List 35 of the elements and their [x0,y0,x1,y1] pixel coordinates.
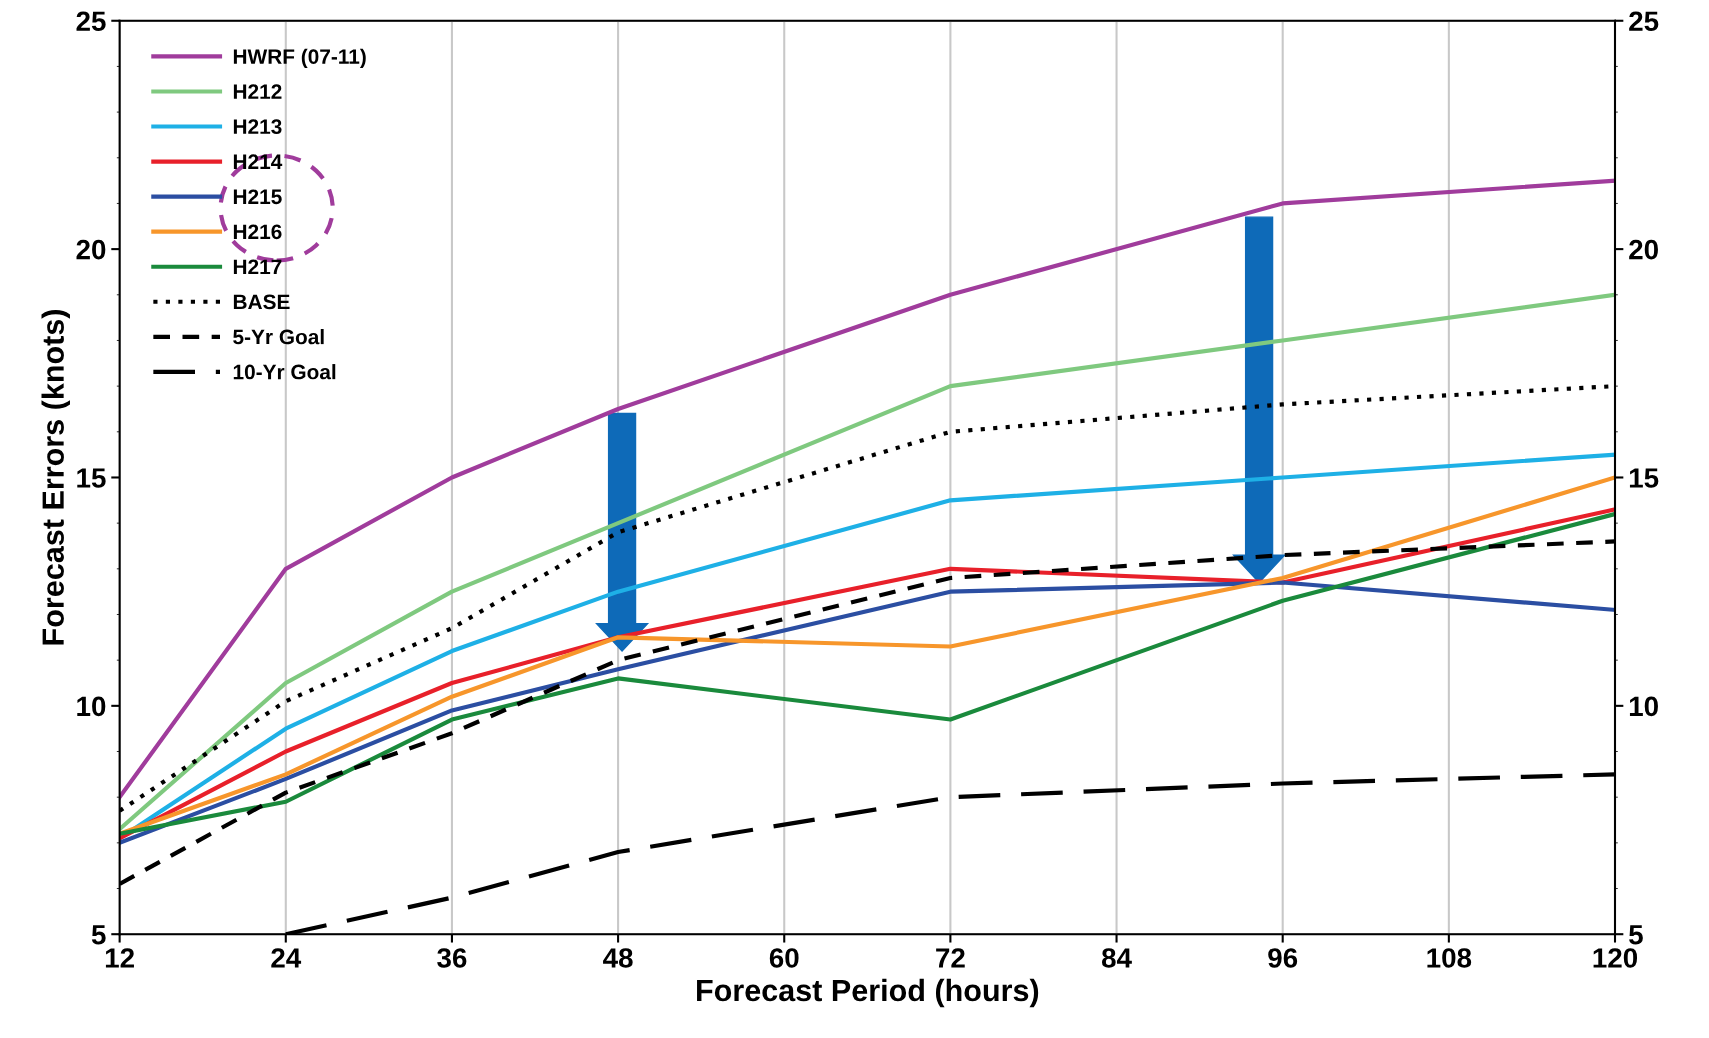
x-tick-label: 120 [1593,948,1638,968]
legend-label: H213 [233,119,282,135]
legend-label: H215 [233,189,282,205]
y-axis-title: Forecast Errors (knots) [41,310,70,645]
line-series [119,580,1616,845]
y2-tick-label: 25 [1629,11,1659,32]
legend-label: H217 [233,259,282,275]
x-tick-label: 24 [271,948,302,968]
x-tick-label: 72 [936,948,965,968]
legend-label: H212 [233,84,282,99]
y-tick-label: 5 [91,925,106,945]
x-tick-label: 12 [105,948,134,968]
legend-label: 10-Yr Goal [233,364,336,380]
y-tick-label: 20 [76,239,106,260]
x-tick-label: 96 [1268,948,1298,968]
legend-label: 5-Yr Goal [233,329,324,345]
legend-label: BASE [233,294,290,310]
x-tick-label: 36 [437,948,467,968]
x-tick-label: 60 [769,948,799,968]
y-tick-label: 10 [77,696,106,717]
y2-tick-label: 15 [1629,468,1659,488]
x-axis-title: Forecast Period (hours) [697,978,1039,1008]
y-tick-label: 25 [76,11,106,32]
legend-label: HWRF (07-11) [233,48,366,69]
y2-tick-label: 5 [1629,925,1643,945]
x-tick-label: 84 [1101,948,1132,968]
x-tick-label: 108 [1427,948,1472,968]
legend-label: H214 [233,154,283,169]
y2-tick-label: 10 [1629,696,1658,717]
line-series [119,178,1616,800]
x-tick-label: 48 [603,948,633,968]
legend-label: H216 [233,224,282,240]
y2-tick-label: 20 [1629,239,1658,260]
y-tick-label: 15 [77,468,106,488]
line-series [119,292,1616,832]
